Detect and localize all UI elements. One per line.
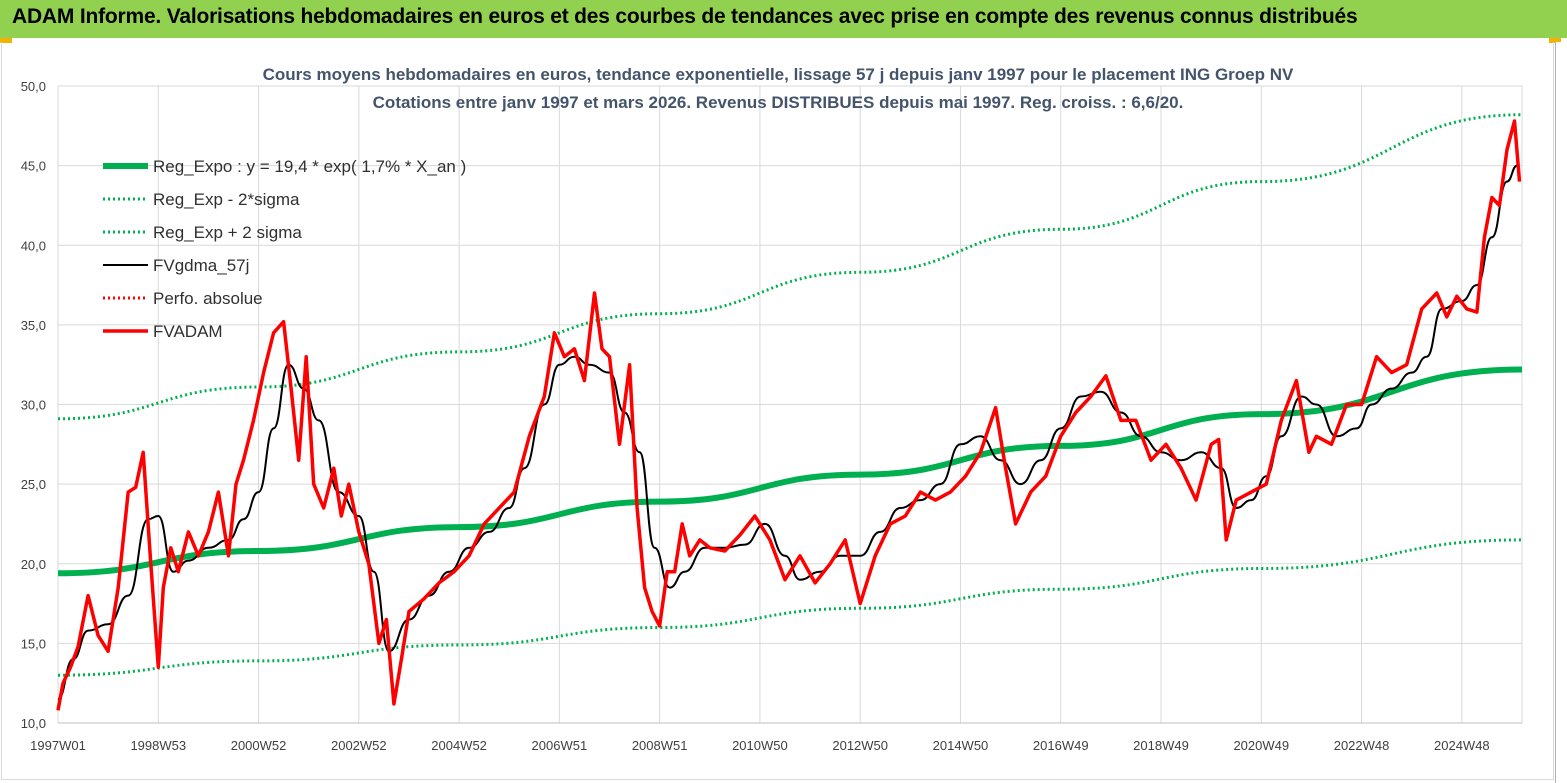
x-tick-label: 2022W48 [1334,738,1390,753]
x-tick-label: 2008W51 [632,738,688,753]
series-line-3 [57,164,1518,701]
y-tick-label: 10,0 [21,716,46,731]
x-tick-label: 2002W52 [331,738,387,753]
chart-frame [1,42,1554,780]
series-line-5 [56,119,1522,711]
y-tick-label: 35,0 [21,318,46,333]
x-tick-label: 2004W52 [431,738,487,753]
y-tick-label: 30,0 [21,398,46,413]
x-tick-label: 2020W49 [1233,738,1289,753]
legend-label: Reg_Exp - 2*sigma [153,190,300,209]
x-tick-label: 2012W50 [832,738,888,753]
left-accent-mark [0,38,12,43]
x-axis-ticks: 1997W01 1998W53 2000W52 2002W52 2004W52 2006W… [30,738,1489,753]
gridlines [57,85,1523,724]
legend-label: FVADAM [153,322,223,341]
y-axis-ticks: 10,0 15,0 20,0 25,0 30,0 35,0 40,0 45,0 50,0 [21,79,46,731]
y-tick-label: 20,0 [21,557,46,572]
x-tick-label: 2024W48 [1434,738,1490,753]
chart-title: Cours moyens hebdomadaires en euros, ten… [263,65,1294,84]
right-accent-mark [1549,38,1561,43]
y-tick-label: 25,0 [21,477,46,492]
chart-subtitle: Cotations entre janv 1997 et mars 2026. … [373,93,1184,112]
x-tick-label: 2010W50 [732,738,788,753]
x-tick-label: 2000W52 [231,738,287,753]
legend-label: FVgdma_57j [153,256,249,275]
x-tick-label: 2014W50 [933,738,989,753]
series-line-2 [57,113,1523,421]
y-tick-label: 15,0 [21,636,46,651]
legend-label: Reg_Expo : y = 19,4 * exp( 1,7% * X_an ) [153,157,466,176]
x-tick-label: 1998W53 [130,738,186,753]
legend: Reg_Expo : y = 19,4 * exp( 1,7% * X_an )… [103,157,466,341]
legend-label: Reg_Exp + 2 sigma [153,223,302,242]
x-tick-label: 2016W49 [1033,738,1089,753]
x-tick-label: 1997W01 [30,738,86,753]
y-tick-label: 40,0 [21,238,46,253]
banner-title: ADAM Informe. Valorisations hebdomadaire… [12,5,1358,28]
title-banner: ADAM Informe. Valorisations hebdomadaire… [0,0,1567,38]
window-edge [1555,42,1567,783]
y-tick-label: 50,0 [21,79,46,94]
x-tick-label: 2006W51 [532,738,588,753]
series-line-0 [57,366,1523,577]
y-tick-label: 45,0 [21,159,46,174]
series-line-1 [57,538,1523,677]
legend-label: Perfo. absolue [153,289,263,308]
x-tick-label: 2018W49 [1133,738,1189,753]
series-lines [56,113,1523,711]
